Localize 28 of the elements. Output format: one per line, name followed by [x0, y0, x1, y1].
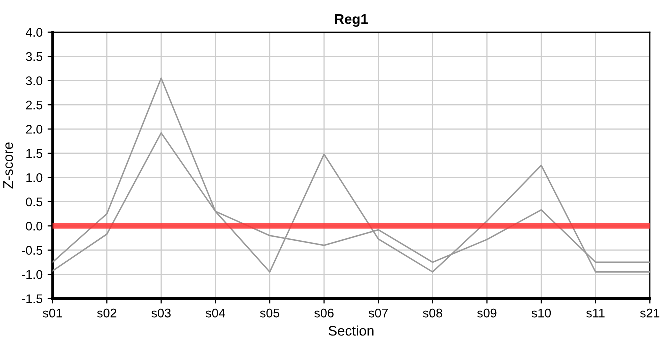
x-tick-label: s09: [477, 308, 497, 318]
y-tick-label: 0.0: [26, 222, 43, 231]
x-tick-label: s04: [206, 308, 226, 318]
y-tick-label: 1.5: [26, 149, 43, 158]
y-tick-label: -1.5: [22, 294, 43, 304]
x-tick-label: s10: [532, 308, 552, 318]
y-tick-label: 2.5: [26, 100, 43, 110]
chart-title: Reg1: [335, 14, 368, 28]
x-tick-label: s07: [368, 308, 388, 318]
y-tick-label: -1.0: [22, 270, 43, 280]
x-tick-label: s11: [586, 308, 605, 318]
x-tick-label: s08: [423, 308, 442, 318]
y-tick-label: 2.0: [26, 125, 43, 134]
x-tick-label: s01: [43, 308, 62, 318]
line-series: [52, 78, 650, 273]
x-axis-title: Section: [328, 326, 374, 336]
y-tick-label: -0.5: [22, 246, 43, 256]
y-tick-label: 0.5: [26, 198, 43, 207]
y-tick-label: 1.0: [26, 174, 43, 182]
x-tick-label: s06: [314, 308, 334, 318]
x-tick-label: s05: [260, 308, 280, 318]
x-tick-label: s03: [152, 308, 171, 318]
y-tick-label: 4.0: [26, 28, 43, 38]
x-tick-label: s21: [640, 308, 660, 318]
x-tick-label: s02: [97, 308, 117, 318]
y-axis-title: Z-score: [4, 142, 14, 189]
y-tick-label: 3.5: [26, 52, 43, 62]
y-tick-label: 3.0: [26, 76, 43, 86]
